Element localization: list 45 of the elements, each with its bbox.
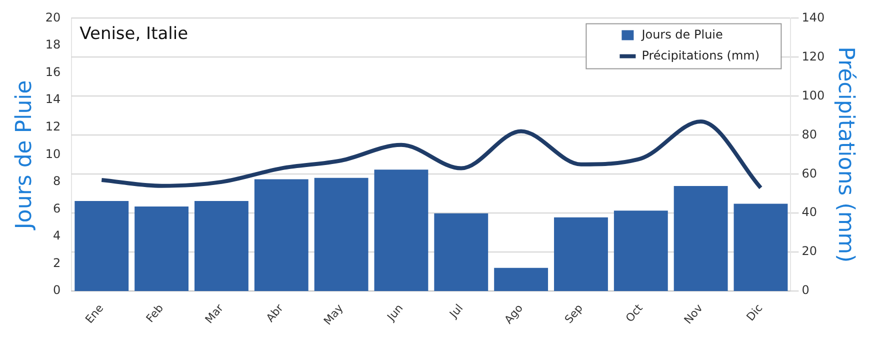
y2-tick-label: 100 (802, 88, 825, 102)
line-series (100, 120, 763, 190)
bar (554, 217, 608, 292)
y-tick-label: 18 (45, 38, 61, 52)
chart-title: Venise, Italie (80, 24, 188, 44)
bar (314, 178, 368, 292)
bar (734, 204, 788, 292)
y-tick-label: 8 (53, 174, 61, 188)
y2-tick-label: 80 (802, 127, 817, 142)
y-tick-label: 16 (45, 64, 61, 79)
y2-tick-label: 40 (802, 205, 817, 220)
y-tick-label: 0 (53, 283, 61, 298)
y-tick-label: 12 (45, 119, 61, 134)
bar (434, 213, 488, 292)
x-tick-label: Jul (446, 302, 466, 322)
y-tick-label: 20 (45, 10, 61, 24)
legend-label: Jours de Pluie (640, 27, 723, 42)
bar (74, 201, 129, 292)
x-tick-label: Ene (82, 302, 106, 326)
bar (194, 201, 248, 292)
y2-tick-label: 20 (802, 244, 817, 258)
bar (614, 210, 668, 292)
y2-tick-label: 120 (802, 49, 825, 64)
y-tick-label: 4 (53, 228, 61, 243)
bar (254, 179, 308, 292)
legend-label: Précipitations (mm) (642, 48, 760, 62)
x-tick-label: Feb (144, 302, 166, 326)
bar (674, 186, 728, 292)
x-tick-label: Oct (623, 301, 646, 325)
bar (494, 268, 548, 292)
y2-axis-title: Précipitations (mm) (833, 46, 858, 263)
x-tick-label: Jun (384, 302, 406, 324)
x-tick-label: Sep (562, 302, 586, 326)
y2-tick-label: 60 (802, 166, 817, 180)
y2-tick-label: 140 (802, 10, 825, 24)
y-tick-label: 10 (45, 146, 61, 161)
y-tick-label: 2 (53, 256, 61, 270)
bar (374, 170, 428, 292)
y2-tick-label: 0 (802, 283, 810, 298)
y-axis-title: Jours de Pluie (12, 80, 37, 232)
bar (134, 206, 189, 292)
y-tick-label: 6 (53, 201, 61, 216)
x-tick-label: Dic (744, 302, 766, 324)
x-tick-label: Abr (264, 301, 286, 325)
y-tick-label: 14 (45, 92, 61, 106)
